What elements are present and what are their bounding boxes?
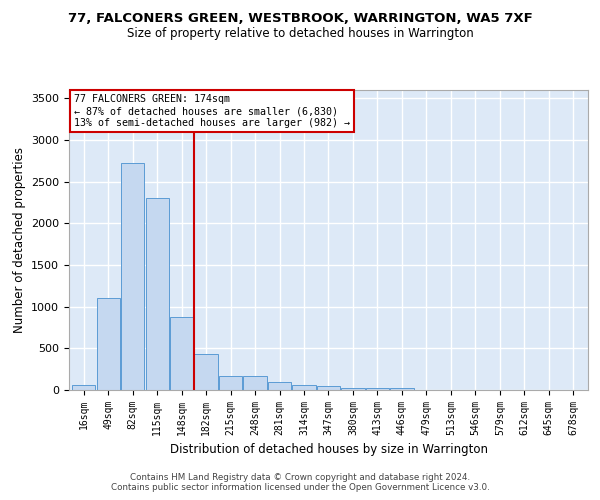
Text: 77, FALCONERS GREEN, WESTBROOK, WARRINGTON, WA5 7XF: 77, FALCONERS GREEN, WESTBROOK, WARRINGT… <box>68 12 532 26</box>
Text: 77 FALCONERS GREEN: 174sqm
← 87% of detached houses are smaller (6,830)
13% of s: 77 FALCONERS GREEN: 174sqm ← 87% of deta… <box>74 94 350 128</box>
Bar <box>292 384 316 390</box>
Bar <box>97 298 120 390</box>
Bar <box>219 376 242 390</box>
Bar <box>194 354 218 390</box>
Bar <box>72 386 95 390</box>
Bar <box>146 198 169 390</box>
Text: Contains public sector information licensed under the Open Government Licence v3: Contains public sector information licen… <box>110 484 490 492</box>
Bar <box>391 388 413 390</box>
Bar <box>244 376 266 390</box>
Text: Contains HM Land Registry data © Crown copyright and database right 2024.: Contains HM Land Registry data © Crown c… <box>130 472 470 482</box>
Bar <box>268 382 291 390</box>
Bar <box>121 162 144 390</box>
Text: Size of property relative to detached houses in Warrington: Size of property relative to detached ho… <box>127 28 473 40</box>
Bar <box>170 316 193 390</box>
Bar <box>341 388 365 390</box>
Bar <box>366 388 389 390</box>
Bar <box>317 386 340 390</box>
Text: Distribution of detached houses by size in Warrington: Distribution of detached houses by size … <box>170 442 488 456</box>
Y-axis label: Number of detached properties: Number of detached properties <box>13 147 26 333</box>
